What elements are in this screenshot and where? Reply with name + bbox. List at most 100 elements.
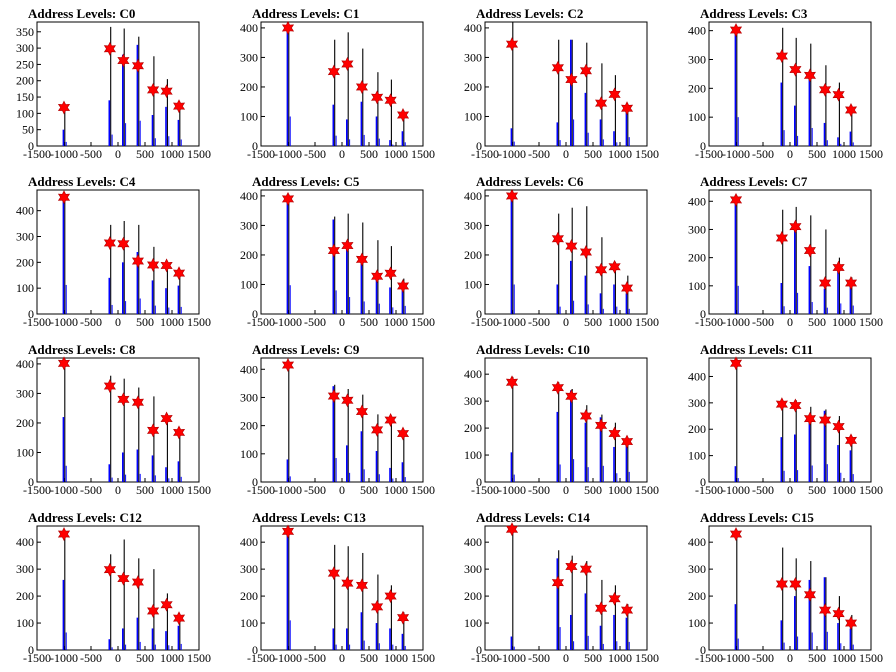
x-tick-label: -1000 <box>50 651 78 665</box>
x-tick-label: 1000 <box>832 315 856 329</box>
peak-marker <box>845 103 858 117</box>
peak-marker <box>789 62 802 77</box>
panel-8: Address Levels: C8 0 100 200 300 400 -1500 -100… <box>16 342 211 497</box>
x-tick-label: -1000 <box>498 483 526 497</box>
peak-marker <box>147 603 160 618</box>
x-tick-label: 1000 <box>384 483 408 497</box>
x-tick-label: -1500 <box>695 483 723 497</box>
peak-marker <box>173 611 186 626</box>
y-tick-label: 100 <box>240 277 258 291</box>
plot-frame <box>260 21 424 147</box>
peak-marker <box>621 603 634 618</box>
x-tick-label: -500 <box>80 315 102 329</box>
x-tick-label: 500 <box>808 483 826 497</box>
plot-frame <box>708 357 872 483</box>
y-tick-label: 0 <box>700 475 706 489</box>
y-tick-label: 300 <box>464 50 482 64</box>
y-tick-label: 0 <box>28 475 34 489</box>
peak-marker <box>803 243 816 258</box>
peak-marker <box>729 192 743 207</box>
y-tick-label: 0 <box>28 139 34 153</box>
x-tick-label: 500 <box>360 315 378 329</box>
peak-marker <box>327 64 340 79</box>
peak-marker <box>281 358 295 372</box>
x-tick-label: 0 <box>339 483 345 497</box>
y-tick-label: 200 <box>240 419 258 433</box>
x-tick-label: -1000 <box>50 147 78 161</box>
peak-marker <box>608 426 621 441</box>
y-tick-label: 400 <box>688 369 706 383</box>
peak-marker <box>729 527 743 542</box>
peak-marker <box>789 398 802 413</box>
x-tick-label: 500 <box>584 651 602 665</box>
x-tick-label: -1000 <box>274 315 302 329</box>
peak-marker <box>160 411 173 426</box>
peak-marker <box>384 413 397 427</box>
panel-6: Address Levels: C6 0 100 200 300 400 -1500 -100… <box>464 174 659 329</box>
y-tick-label: 200 <box>240 248 258 262</box>
y-tick-label: 300 <box>688 222 706 236</box>
y-tick-label: 400 <box>240 189 258 203</box>
peak-marker <box>117 236 130 251</box>
y-tick-label: 400 <box>688 535 706 549</box>
y-tick-label: 200 <box>240 589 258 603</box>
peak-marker <box>397 108 410 122</box>
peak-marker <box>355 252 368 267</box>
peak-marker <box>595 601 608 616</box>
peak-marker <box>551 60 564 75</box>
panel-7: Address Levels: C7 0 100 200 300 400 -1500 -100… <box>688 174 883 329</box>
x-tick-label: -1500 <box>471 315 499 329</box>
x-tick-label: 1500 <box>635 147 659 161</box>
x-tick-label: 1500 <box>859 315 883 329</box>
y-tick-label: 200 <box>16 589 34 603</box>
x-tick-label: 1500 <box>187 147 211 161</box>
y-tick-label: 100 <box>16 445 34 459</box>
x-tick-label: 1500 <box>187 651 211 665</box>
peak-marker <box>371 90 384 105</box>
x-tick-label: 1500 <box>411 483 435 497</box>
plot-frame <box>708 21 872 147</box>
x-tick-label: 1500 <box>859 147 883 161</box>
peak-marker <box>103 562 116 577</box>
x-tick-label: -1000 <box>274 651 302 665</box>
peak-marker <box>281 20 295 35</box>
x-tick-label: -1500 <box>471 147 499 161</box>
plot-frame <box>260 189 424 315</box>
x-tick-label: 500 <box>136 483 154 497</box>
x-tick-label: -1000 <box>50 483 78 497</box>
x-tick-label: -1500 <box>695 315 723 329</box>
y-tick-label: 100 <box>240 109 258 123</box>
y-tick-label: 400 <box>688 24 706 38</box>
peak-marker <box>397 610 410 625</box>
y-tick-label: 0 <box>252 643 258 657</box>
x-tick-label: 1500 <box>859 651 883 665</box>
x-tick-label: 1500 <box>635 651 659 665</box>
y-tick-label: 0 <box>700 643 706 657</box>
x-tick-label: 500 <box>584 483 602 497</box>
y-tick-label: 0 <box>476 475 482 489</box>
y-tick-label: 200 <box>688 422 706 436</box>
y-tick-label: 400 <box>464 535 482 549</box>
peak-marker <box>160 597 173 612</box>
peak-marker <box>775 49 788 63</box>
peak-marker <box>789 577 802 591</box>
panel-title: Address Levels: C1 <box>252 6 359 21</box>
plot-frame <box>36 21 200 147</box>
x-tick-label: 500 <box>136 651 154 665</box>
plot-frame <box>708 189 872 315</box>
x-tick-label: -500 <box>752 651 774 665</box>
y-tick-label: 300 <box>240 50 258 64</box>
plot-frame <box>36 357 200 483</box>
peak-marker <box>505 188 519 203</box>
x-tick-label: -500 <box>528 651 550 665</box>
x-tick-label: 500 <box>808 147 826 161</box>
y-tick-label: 0 <box>700 139 706 153</box>
plot-frame <box>260 357 424 483</box>
peak-marker <box>147 423 160 438</box>
x-tick-label: -1500 <box>471 483 499 497</box>
y-tick-label: 100 <box>240 616 258 630</box>
y-tick-label: 200 <box>16 255 34 269</box>
y-tick-label: 0 <box>476 139 482 153</box>
x-tick-label: 1000 <box>832 147 856 161</box>
peak-marker <box>803 587 816 602</box>
